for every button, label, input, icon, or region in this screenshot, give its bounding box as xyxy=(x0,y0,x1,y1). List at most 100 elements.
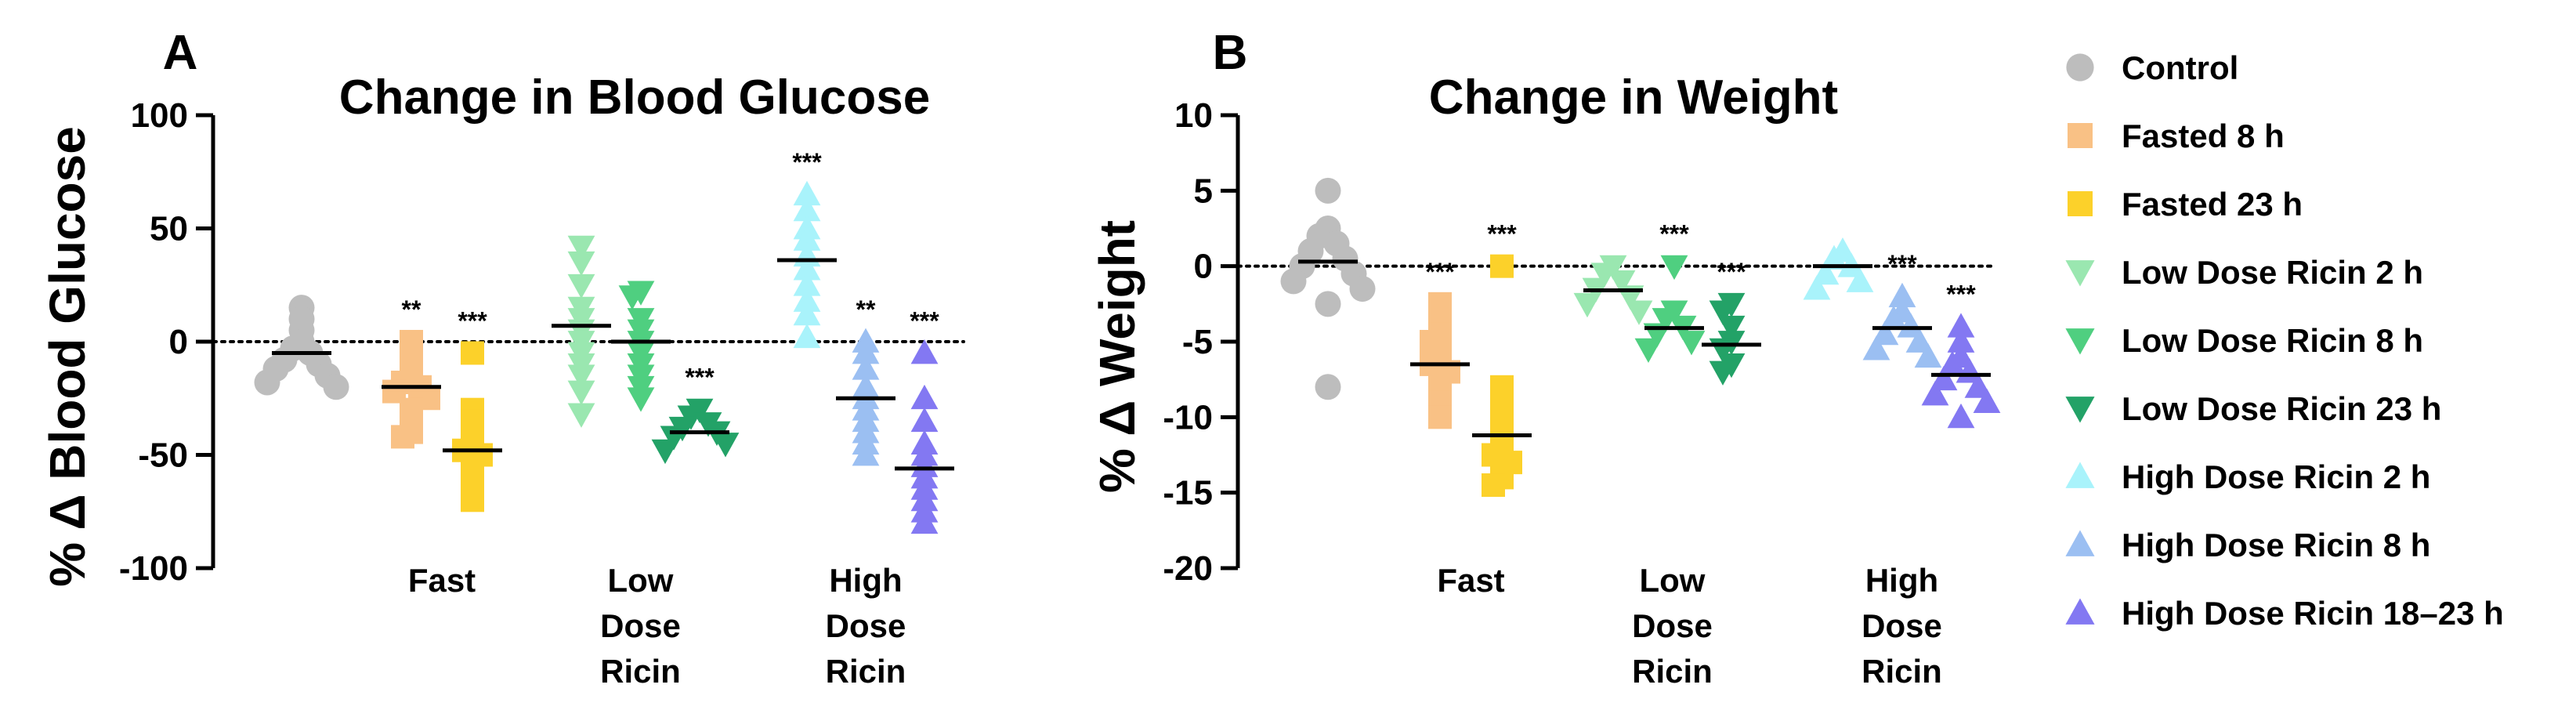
panel-a-y-axis-label: % Δ Blood Glucose xyxy=(39,126,96,587)
series-low2 xyxy=(552,235,611,428)
data-point xyxy=(1862,335,1890,360)
significance-label: *** xyxy=(458,306,487,335)
data-point xyxy=(1315,291,1341,317)
series-fasted23: *** xyxy=(443,306,502,512)
legend-item-high1823: High Dose Ricin 18–23 h xyxy=(2065,595,2504,632)
data-point xyxy=(793,255,821,281)
series-high2 xyxy=(1803,237,1874,300)
data-point xyxy=(1608,270,1636,295)
data-point xyxy=(1590,263,1619,288)
data-point xyxy=(1634,338,1662,364)
data-point xyxy=(567,380,595,405)
legend-marker xyxy=(2068,123,2093,148)
series-control xyxy=(254,295,349,400)
series-high1823: *** xyxy=(895,306,954,534)
panel-b-letter: B xyxy=(1213,26,1248,80)
legend-item-high2: High Dose Ricin 2 h xyxy=(2065,458,2430,495)
legend-item-low23: Low Dose Ricin 23 h xyxy=(2065,390,2441,427)
significance-label: *** xyxy=(1425,258,1455,286)
data-point xyxy=(1947,403,1975,429)
y-tick-label: -100 xyxy=(119,549,188,588)
legend-marker xyxy=(2065,397,2095,423)
group-label: Fast xyxy=(1437,562,1504,599)
group-label: High Dose Ricin xyxy=(1861,562,1942,690)
series-high8: ** xyxy=(836,295,895,466)
panel-b: B Change in Weight % Δ Weight 10 5 0 -5 -10 -… xyxy=(1089,26,2001,690)
legend-marker xyxy=(2065,328,2095,355)
data-point xyxy=(910,407,939,433)
data-point xyxy=(1280,268,1307,295)
panel-b-y-axis-label: % Δ Weight xyxy=(1089,220,1145,493)
series-low8 xyxy=(611,281,671,412)
data-point xyxy=(254,369,280,396)
data-point xyxy=(1573,292,1601,318)
legend-item-low2: Low Dose Ricin 2 h xyxy=(2065,254,2423,291)
legend-label: Low Dose Ricin 23 h xyxy=(2122,390,2441,427)
data-point xyxy=(1717,315,1746,341)
significance-label: ** xyxy=(856,295,876,324)
panel-a-letter: A xyxy=(163,26,198,80)
series-high1823: *** xyxy=(1921,281,2001,429)
group-label: High Dose Ricin xyxy=(826,562,906,690)
legend-item-control: Control xyxy=(2066,49,2238,86)
series-low23: *** xyxy=(651,364,740,465)
y-tick-label: -10 xyxy=(1163,398,1213,436)
data-point xyxy=(1846,267,1874,292)
data-point xyxy=(1921,381,1949,406)
data-point xyxy=(711,433,740,458)
data-point xyxy=(1709,300,1737,325)
data-point xyxy=(1803,275,1831,300)
data-point xyxy=(1482,473,1505,498)
significance-label: *** xyxy=(685,364,715,392)
legend-item-fasted23: Fasted 23 h xyxy=(2068,186,2303,223)
y-tick-label: 10 xyxy=(1174,96,1213,135)
y-tick-label: 0 xyxy=(1194,248,1213,286)
series-fasted8: *** xyxy=(1410,258,1470,429)
data-point xyxy=(567,364,595,389)
data-point xyxy=(793,271,821,296)
data-point xyxy=(910,339,939,364)
legend-label: Control xyxy=(2122,49,2238,86)
series-fasted23: *** xyxy=(1472,220,1532,498)
legend-label: Fasted 8 h xyxy=(2122,118,2285,154)
data-point xyxy=(852,339,880,364)
legend-label: High Dose Ricin 2 h xyxy=(2122,458,2430,495)
legend: Control Fasted 8 h Fasted 23 h Low Dose Ric… xyxy=(2065,49,2504,632)
legend-marker xyxy=(2068,191,2093,216)
data-point xyxy=(567,251,595,277)
panel-a-title: Change in Blood Glucose xyxy=(339,71,930,125)
data-point xyxy=(1652,308,1680,333)
data-point xyxy=(793,323,821,349)
data-point xyxy=(1709,360,1737,386)
data-point xyxy=(910,384,939,410)
data-point xyxy=(1315,177,1341,204)
y-tick-label: -20 xyxy=(1163,549,1213,588)
group-label: Low Dose Ricin xyxy=(1632,562,1713,690)
y-tick-label: 5 xyxy=(1194,172,1213,210)
data-point xyxy=(852,441,880,466)
data-point xyxy=(793,300,821,326)
data-point xyxy=(1349,276,1376,302)
panel-a: A Change in Blood Glucose % Δ Blood Gluc… xyxy=(39,26,965,690)
y-tick-label: -50 xyxy=(138,436,188,475)
data-point xyxy=(793,180,821,206)
series-high8: *** xyxy=(1862,250,1942,368)
data-point xyxy=(1660,255,1688,281)
data-point xyxy=(651,439,679,465)
data-point xyxy=(627,387,655,412)
series-low23: *** xyxy=(1702,258,1761,386)
series-fasted8: ** xyxy=(382,295,441,449)
significance-label: *** xyxy=(1887,250,1917,278)
legend-label: Low Dose Ricin 8 h xyxy=(2122,322,2423,359)
data-point xyxy=(461,341,484,365)
y-tick-label: -5 xyxy=(1182,323,1213,361)
data-point xyxy=(852,355,880,380)
data-point xyxy=(1947,313,1975,338)
data-point xyxy=(793,196,821,222)
significance-label: *** xyxy=(1946,281,1976,309)
significance-label: *** xyxy=(1717,258,1746,286)
group-label: Fast xyxy=(408,562,476,599)
data-point xyxy=(323,374,349,400)
data-point xyxy=(1947,328,1975,353)
data-point xyxy=(567,403,595,428)
